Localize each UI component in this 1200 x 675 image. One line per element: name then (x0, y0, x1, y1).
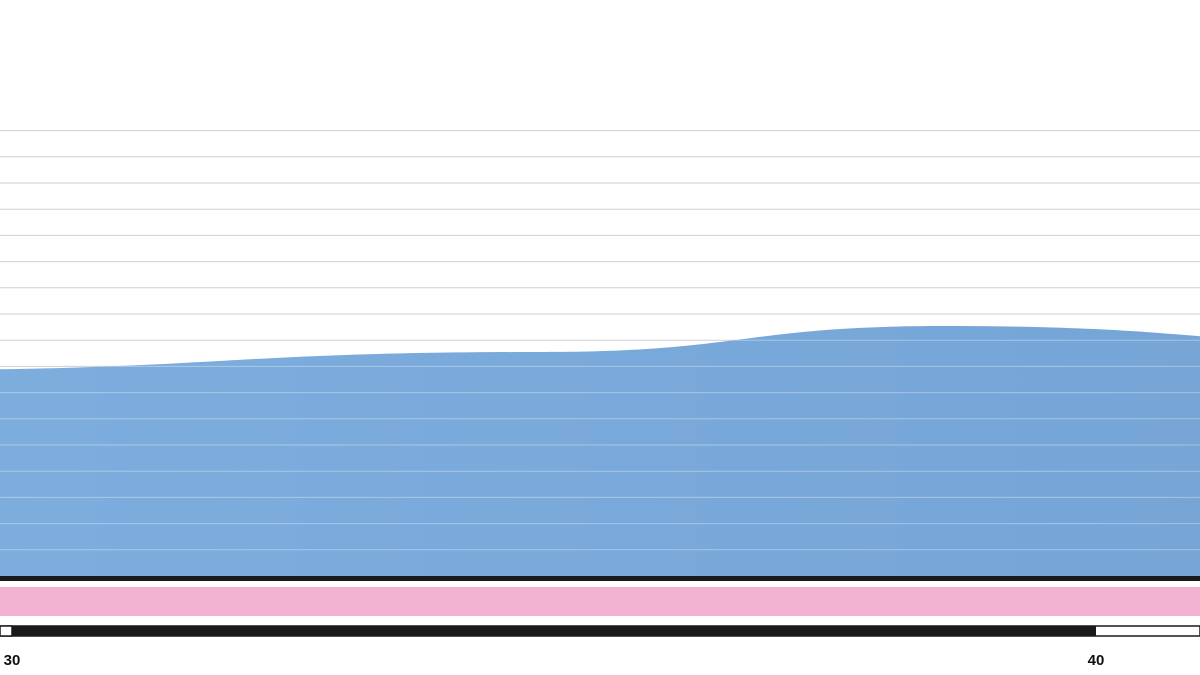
x-tick-label: 30 (4, 652, 21, 669)
baseline (0, 576, 1200, 581)
x-axis-ticks: 3040506070809010011012013014 (4, 652, 1105, 669)
scale-segment (12, 626, 1096, 636)
distance-scale-bar (0, 625, 1200, 637)
grid-lines-inside (0, 339, 1200, 551)
elevation-area (0, 326, 1200, 576)
scale-segment (0, 625, 13, 637)
distance-band (0, 587, 1200, 616)
x-tick-label: 40 (1088, 652, 1105, 669)
